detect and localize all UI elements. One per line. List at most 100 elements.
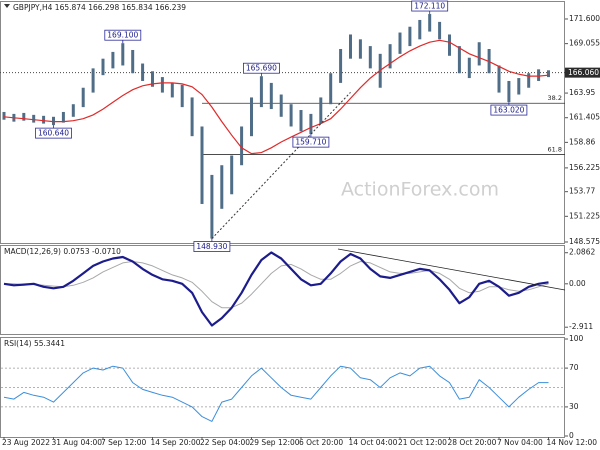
y-tick-label: 161.405 <box>569 113 600 122</box>
price-bar <box>329 73 333 105</box>
annotation-label: 159.710 <box>295 138 326 147</box>
annotation-box <box>35 127 72 139</box>
price-bar <box>398 32 402 54</box>
x-tick-label: 23 Aug 2022 <box>2 438 50 447</box>
x-tick-label: 14 Oct 04:00 <box>349 438 398 447</box>
price-bar <box>91 68 95 93</box>
price-bar <box>547 70 550 78</box>
price-bar <box>2 111 6 120</box>
price-bar <box>81 87 85 108</box>
price-bar <box>180 84 184 108</box>
annotation-label: 160.640 <box>38 129 69 138</box>
y-tick-label: 30 <box>569 402 579 411</box>
price-bar <box>160 77 164 93</box>
y-tick-label: 158.86 <box>569 137 595 146</box>
price-bar <box>299 110 303 132</box>
price-bar <box>448 34 451 56</box>
price-bar <box>71 104 75 117</box>
price-bar <box>418 19 422 40</box>
price-bar <box>388 44 392 69</box>
y-tick-label: 153.77 <box>569 187 595 196</box>
price-bar <box>42 115 46 124</box>
price-bar <box>61 111 65 123</box>
price-bar <box>111 51 115 69</box>
indicator-line <box>4 261 549 309</box>
price-bar <box>240 126 244 166</box>
price-bar <box>428 14 432 32</box>
y-tick-label: 163.95 <box>569 88 595 97</box>
x-tick-label: 31 Aug 04:00 <box>52 438 103 447</box>
annotation-box <box>292 136 330 148</box>
price-bar <box>190 97 194 137</box>
price-bar <box>170 82 174 98</box>
current-price-tag <box>565 67 600 78</box>
price-bar <box>141 63 145 81</box>
price-bar <box>457 46 461 74</box>
indicator-line <box>3 251 549 327</box>
price-bar <box>121 43 125 66</box>
x-tick-label: 28 Oct 20:00 <box>448 438 497 447</box>
annotation-label: 169.100 <box>107 31 138 40</box>
price-bar <box>32 114 36 123</box>
y-tick-label: 148.575 <box>569 237 600 246</box>
macd-trend-line <box>337 248 566 291</box>
price-bar <box>22 112 26 121</box>
x-tick-label: 14 Sep 20:00 <box>151 438 201 447</box>
x-tick-label: 14 Nov 12:00 <box>547 438 598 447</box>
price-bar <box>349 34 352 59</box>
price-bar <box>467 57 471 79</box>
price-bar <box>52 116 55 126</box>
price-bar <box>497 65 501 93</box>
price-bar <box>438 21 442 40</box>
x-tick-label: 7 Nov 04:00 <box>497 438 543 447</box>
fib-level-label: 61.8 <box>548 146 562 154</box>
annotation-label: 148.930 <box>196 242 227 251</box>
price-bar <box>339 49 343 83</box>
moving-average <box>3 39 549 155</box>
menu-arrow <box>4 4 10 8</box>
annotation-box <box>411 0 449 12</box>
current-price-label: 166.060 <box>568 68 599 77</box>
price-bar <box>537 69 541 81</box>
price-bar <box>101 58 105 76</box>
x-tick-label: 29 Sep 12:00 <box>250 438 300 447</box>
x-tick-label: 7 Sep 12:00 <box>101 438 147 447</box>
y-tick-label: 70 <box>569 363 579 372</box>
annotation-label: 163.020 <box>493 106 524 115</box>
indicator-line <box>3 365 549 422</box>
price-bar <box>220 165 224 209</box>
panel-title: RSI(14) 55.3441 <box>4 339 65 348</box>
price-bar <box>200 126 204 204</box>
rsi-panel-border <box>0 337 565 438</box>
price-bar <box>131 49 135 74</box>
y-tick-label: 169.055 <box>569 39 600 48</box>
price-bar <box>517 78 521 95</box>
annotation-box <box>490 104 528 116</box>
price-bar <box>230 155 234 195</box>
annotation-box <box>104 29 142 41</box>
panel-title: GBPJPY,H4 165.874 166.298 165.834 166.23… <box>13 3 186 12</box>
fib-level-label: 38.2 <box>548 94 562 102</box>
annotation-label: 165.690 <box>246 64 277 73</box>
main-panel-border <box>0 1 565 244</box>
price-bar <box>477 42 481 66</box>
price-bar <box>259 76 263 108</box>
price-bar <box>408 26 412 47</box>
price-bar <box>368 46 372 69</box>
trend-line <box>211 92 351 239</box>
y-tick-label: 100 <box>569 334 584 343</box>
panel-title: MACD(12,26,9) 0.0753 -0.0710 <box>4 247 121 256</box>
price-bar <box>250 97 253 137</box>
x-tick-label: 22 Sep 04:00 <box>200 438 250 447</box>
price-bar <box>279 94 283 117</box>
price-bar <box>269 82 273 110</box>
price-bar <box>507 80 511 103</box>
y-tick-label: 0 <box>569 431 574 440</box>
y-tick-label: 156.225 <box>569 163 600 172</box>
price-bar <box>358 39 362 59</box>
annotation-label: 172.110 <box>414 2 445 11</box>
annotation-box <box>242 62 280 74</box>
price-bar <box>210 174 214 239</box>
price-bar <box>527 73 531 88</box>
